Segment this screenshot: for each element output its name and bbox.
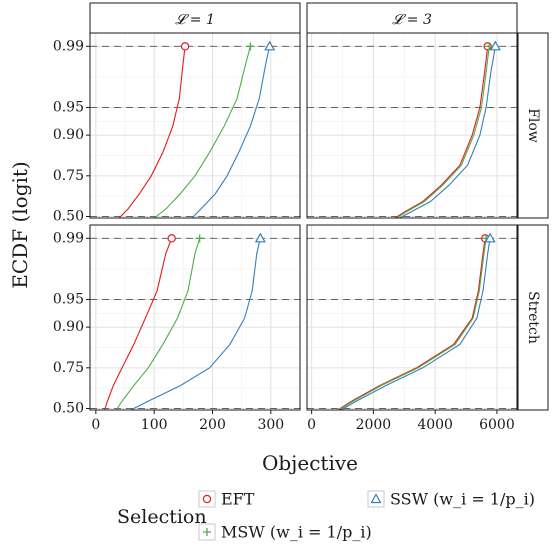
panels-layer <box>89 32 518 411</box>
series-end-marker <box>484 232 496 243</box>
panel-r0-c1 <box>306 32 518 219</box>
x-axis-title: Objective <box>262 451 358 475</box>
series-line <box>130 238 261 411</box>
panel-border <box>89 32 301 219</box>
legend-label: MSW (w_i = 1/p_i) <box>221 523 372 542</box>
x-tick-label: 300 <box>257 417 284 433</box>
y-tick-label: 0.90 <box>53 319 84 335</box>
series-line <box>118 46 186 219</box>
y-tick-label: 0.75 <box>53 168 84 184</box>
panel-r0-c0 <box>89 32 301 219</box>
series-end-marker <box>195 234 204 243</box>
series-end-marker <box>246 42 255 51</box>
series-end-marker <box>167 234 176 243</box>
legend-entry: MSW (w_i = 1/p_i) <box>198 523 372 542</box>
legend-label: EFT <box>221 490 255 509</box>
series-line <box>104 238 173 411</box>
panel-border <box>306 224 518 411</box>
series-end-marker <box>254 232 266 243</box>
panel-r1-c1 <box>306 224 518 411</box>
series-line <box>340 238 491 411</box>
column-strip <box>306 2 518 34</box>
x-tick-label: 2000 <box>356 417 392 433</box>
x-tick-label: 0 <box>307 417 316 433</box>
legend-entry: EFT <box>198 490 255 509</box>
y-tick-label: 0.99 <box>53 230 84 246</box>
series-line <box>338 238 487 411</box>
legend-title: Selection <box>117 506 207 528</box>
series-line <box>191 46 271 219</box>
y-tick-label: 0.99 <box>53 38 84 54</box>
series-line <box>115 238 201 411</box>
column-strip-label: 𝓛 = 1 <box>175 12 215 28</box>
column-strip <box>89 2 301 34</box>
series-line <box>399 46 496 219</box>
row-strip <box>517 32 549 219</box>
series-end-marker <box>264 40 276 51</box>
x-tick-label: 100 <box>141 417 168 433</box>
x-tick-label: 6000 <box>479 417 515 433</box>
x-tick-label: 4000 <box>417 417 453 433</box>
y-axis-title: ECDF (logit) <box>8 161 32 288</box>
y-tick-label: 0.50 <box>53 209 84 225</box>
series-end-marker <box>485 42 494 51</box>
series-end-marker <box>489 40 501 51</box>
x-tick-label: 200 <box>199 417 226 433</box>
y-tick-label: 0.50 <box>53 401 84 417</box>
y-tick-label: 0.90 <box>53 127 84 143</box>
axes-layer: 𝓛 = 1 𝓛 = 3 Flow Stretch 0.50 0.75 0.90 0.95 0.9… <box>53 2 549 433</box>
legend-marker <box>370 493 382 504</box>
legend-label: SSW (w_i = 1/p_i) <box>390 490 535 509</box>
row-strip-label: Flow <box>525 108 541 143</box>
series-line <box>337 238 486 411</box>
legend: Selection EFT MSW (w_i = 1/p_i) SSW (w_i = … <box>117 490 535 542</box>
x-tick-label: 0 <box>91 417 100 433</box>
series-line <box>396 46 490 219</box>
row-strip <box>517 224 549 411</box>
panel-border <box>89 224 301 411</box>
row-strip-label: Stretch <box>525 291 541 344</box>
column-strip-label: 𝓛 = 3 <box>392 12 432 28</box>
legend-marker <box>203 528 211 536</box>
legend-marker <box>202 494 212 504</box>
series-line <box>394 46 489 219</box>
series-line <box>153 46 251 219</box>
panel-r1-c0 <box>89 224 301 411</box>
legend-entry: SSW (w_i = 1/p_i) <box>367 490 535 509</box>
y-tick-label: 0.95 <box>53 99 84 115</box>
y-tick-label: 0.95 <box>53 291 84 307</box>
y-tick-label: 0.75 <box>53 360 84 376</box>
series-end-marker <box>180 42 190 51</box>
